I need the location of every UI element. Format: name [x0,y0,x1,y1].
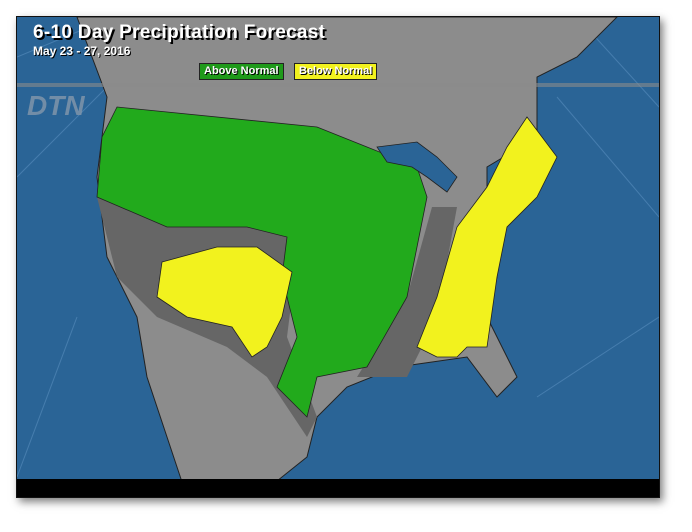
forecast-map: 6-10 Day Precipitation Forecast May 23 -… [16,16,660,498]
below-normal-southwest [156,246,293,358]
bottom-bar [17,479,659,497]
header-band [17,83,659,87]
map-title: 6-10 Day Precipitation Forecast [33,22,326,43]
map-canvas [17,17,659,497]
date-range: May 23 - 27, 2016 [33,44,131,58]
legend-above-normal: Above Normal [199,63,284,80]
legend-below-normal: Below Normal [294,63,378,80]
great-lakes [376,141,458,193]
near-normal-zone-east [357,207,457,377]
dtn-logo: DTN [27,90,85,121]
graticule [17,17,659,478]
below-normal-east [416,116,558,358]
